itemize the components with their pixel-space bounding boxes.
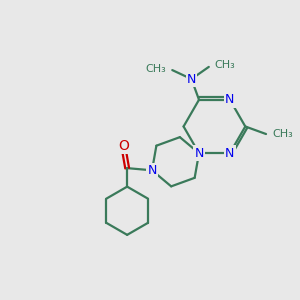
- Text: CH₃: CH₃: [272, 129, 292, 139]
- Text: N: N: [187, 73, 196, 85]
- Text: O: O: [118, 139, 129, 153]
- Text: N: N: [225, 147, 235, 160]
- Text: N: N: [225, 93, 235, 106]
- Text: N: N: [194, 147, 204, 160]
- Text: CH₃: CH₃: [215, 60, 236, 70]
- Text: N: N: [147, 164, 157, 177]
- Text: CH₃: CH₃: [146, 64, 167, 74]
